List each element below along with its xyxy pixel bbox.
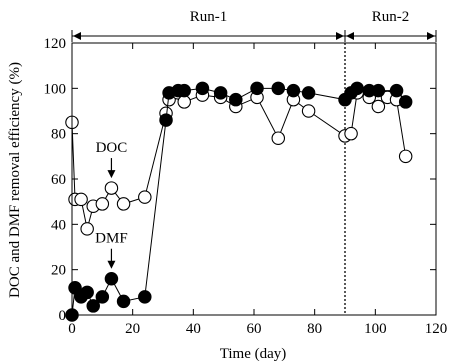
x-axis-title: Time (day) xyxy=(220,346,287,361)
y-tick-label: 60 xyxy=(51,172,66,188)
x-tick-label: 100 xyxy=(364,321,387,337)
data-point-dmf xyxy=(80,285,94,300)
x-tick-label: 40 xyxy=(186,321,201,337)
arrowhead xyxy=(427,32,435,40)
data-point-dmf xyxy=(177,83,191,98)
annotation-doc: DOC xyxy=(96,140,128,156)
data-point-dmf xyxy=(95,290,110,304)
data-point-doc xyxy=(74,192,88,207)
x-tick-label: 120 xyxy=(425,321,448,337)
x-tick-label: 80 xyxy=(307,321,322,337)
y-tick-label: 80 xyxy=(51,127,66,143)
data-point-dmf xyxy=(104,271,119,286)
data-point-doc xyxy=(80,222,94,236)
y-tick-label: 40 xyxy=(51,217,66,233)
data-point-doc xyxy=(271,131,286,145)
data-point-dmf xyxy=(195,81,210,96)
data-point-doc xyxy=(344,126,358,141)
arrowhead xyxy=(73,32,81,40)
data-point-dmf xyxy=(398,95,413,109)
data-point-dmf xyxy=(116,294,131,309)
data-point-dmf xyxy=(250,81,264,96)
data-point-doc xyxy=(104,181,119,195)
data-point-doc xyxy=(371,99,386,114)
data-point-dmf xyxy=(213,86,228,100)
arrowhead xyxy=(336,32,344,40)
y-axis-title: DOC and DMF removal efficiency (%) xyxy=(7,62,23,298)
annotation-dmf: DMF xyxy=(95,231,128,247)
data-point-dmf xyxy=(229,92,243,107)
data-point-dmf xyxy=(350,81,364,96)
annotation-arrowhead xyxy=(107,170,116,179)
data-point-dmf xyxy=(301,86,316,100)
x-tick-label: 0 xyxy=(68,321,76,337)
data-point-dmf xyxy=(159,113,173,127)
y-tick-label: 100 xyxy=(44,81,67,97)
data-point-doc xyxy=(301,104,316,118)
data-point-dmf xyxy=(271,81,286,96)
y-tick-label: 0 xyxy=(59,308,67,324)
y-tick-label: 120 xyxy=(44,36,67,52)
x-tick-label: 20 xyxy=(125,321,140,337)
x-tick-label: 60 xyxy=(247,321,262,337)
data-point-doc xyxy=(398,149,413,164)
annotation-arrowhead xyxy=(107,260,116,269)
data-point-dmf xyxy=(371,83,386,98)
phase-label: Run-1 xyxy=(190,9,228,25)
data-point-doc xyxy=(177,95,191,109)
data-point-dmf xyxy=(138,290,152,304)
arrowhead xyxy=(346,32,354,40)
data-point-dmf xyxy=(389,83,404,98)
data-point-dmf xyxy=(86,299,100,313)
data-point-doc xyxy=(116,197,131,211)
y-tick-label: 20 xyxy=(51,263,66,279)
data-point-doc xyxy=(138,190,152,204)
phase-label: Run-2 xyxy=(372,9,410,25)
data-point-doc xyxy=(95,197,110,211)
data-point-dmf xyxy=(286,83,301,98)
